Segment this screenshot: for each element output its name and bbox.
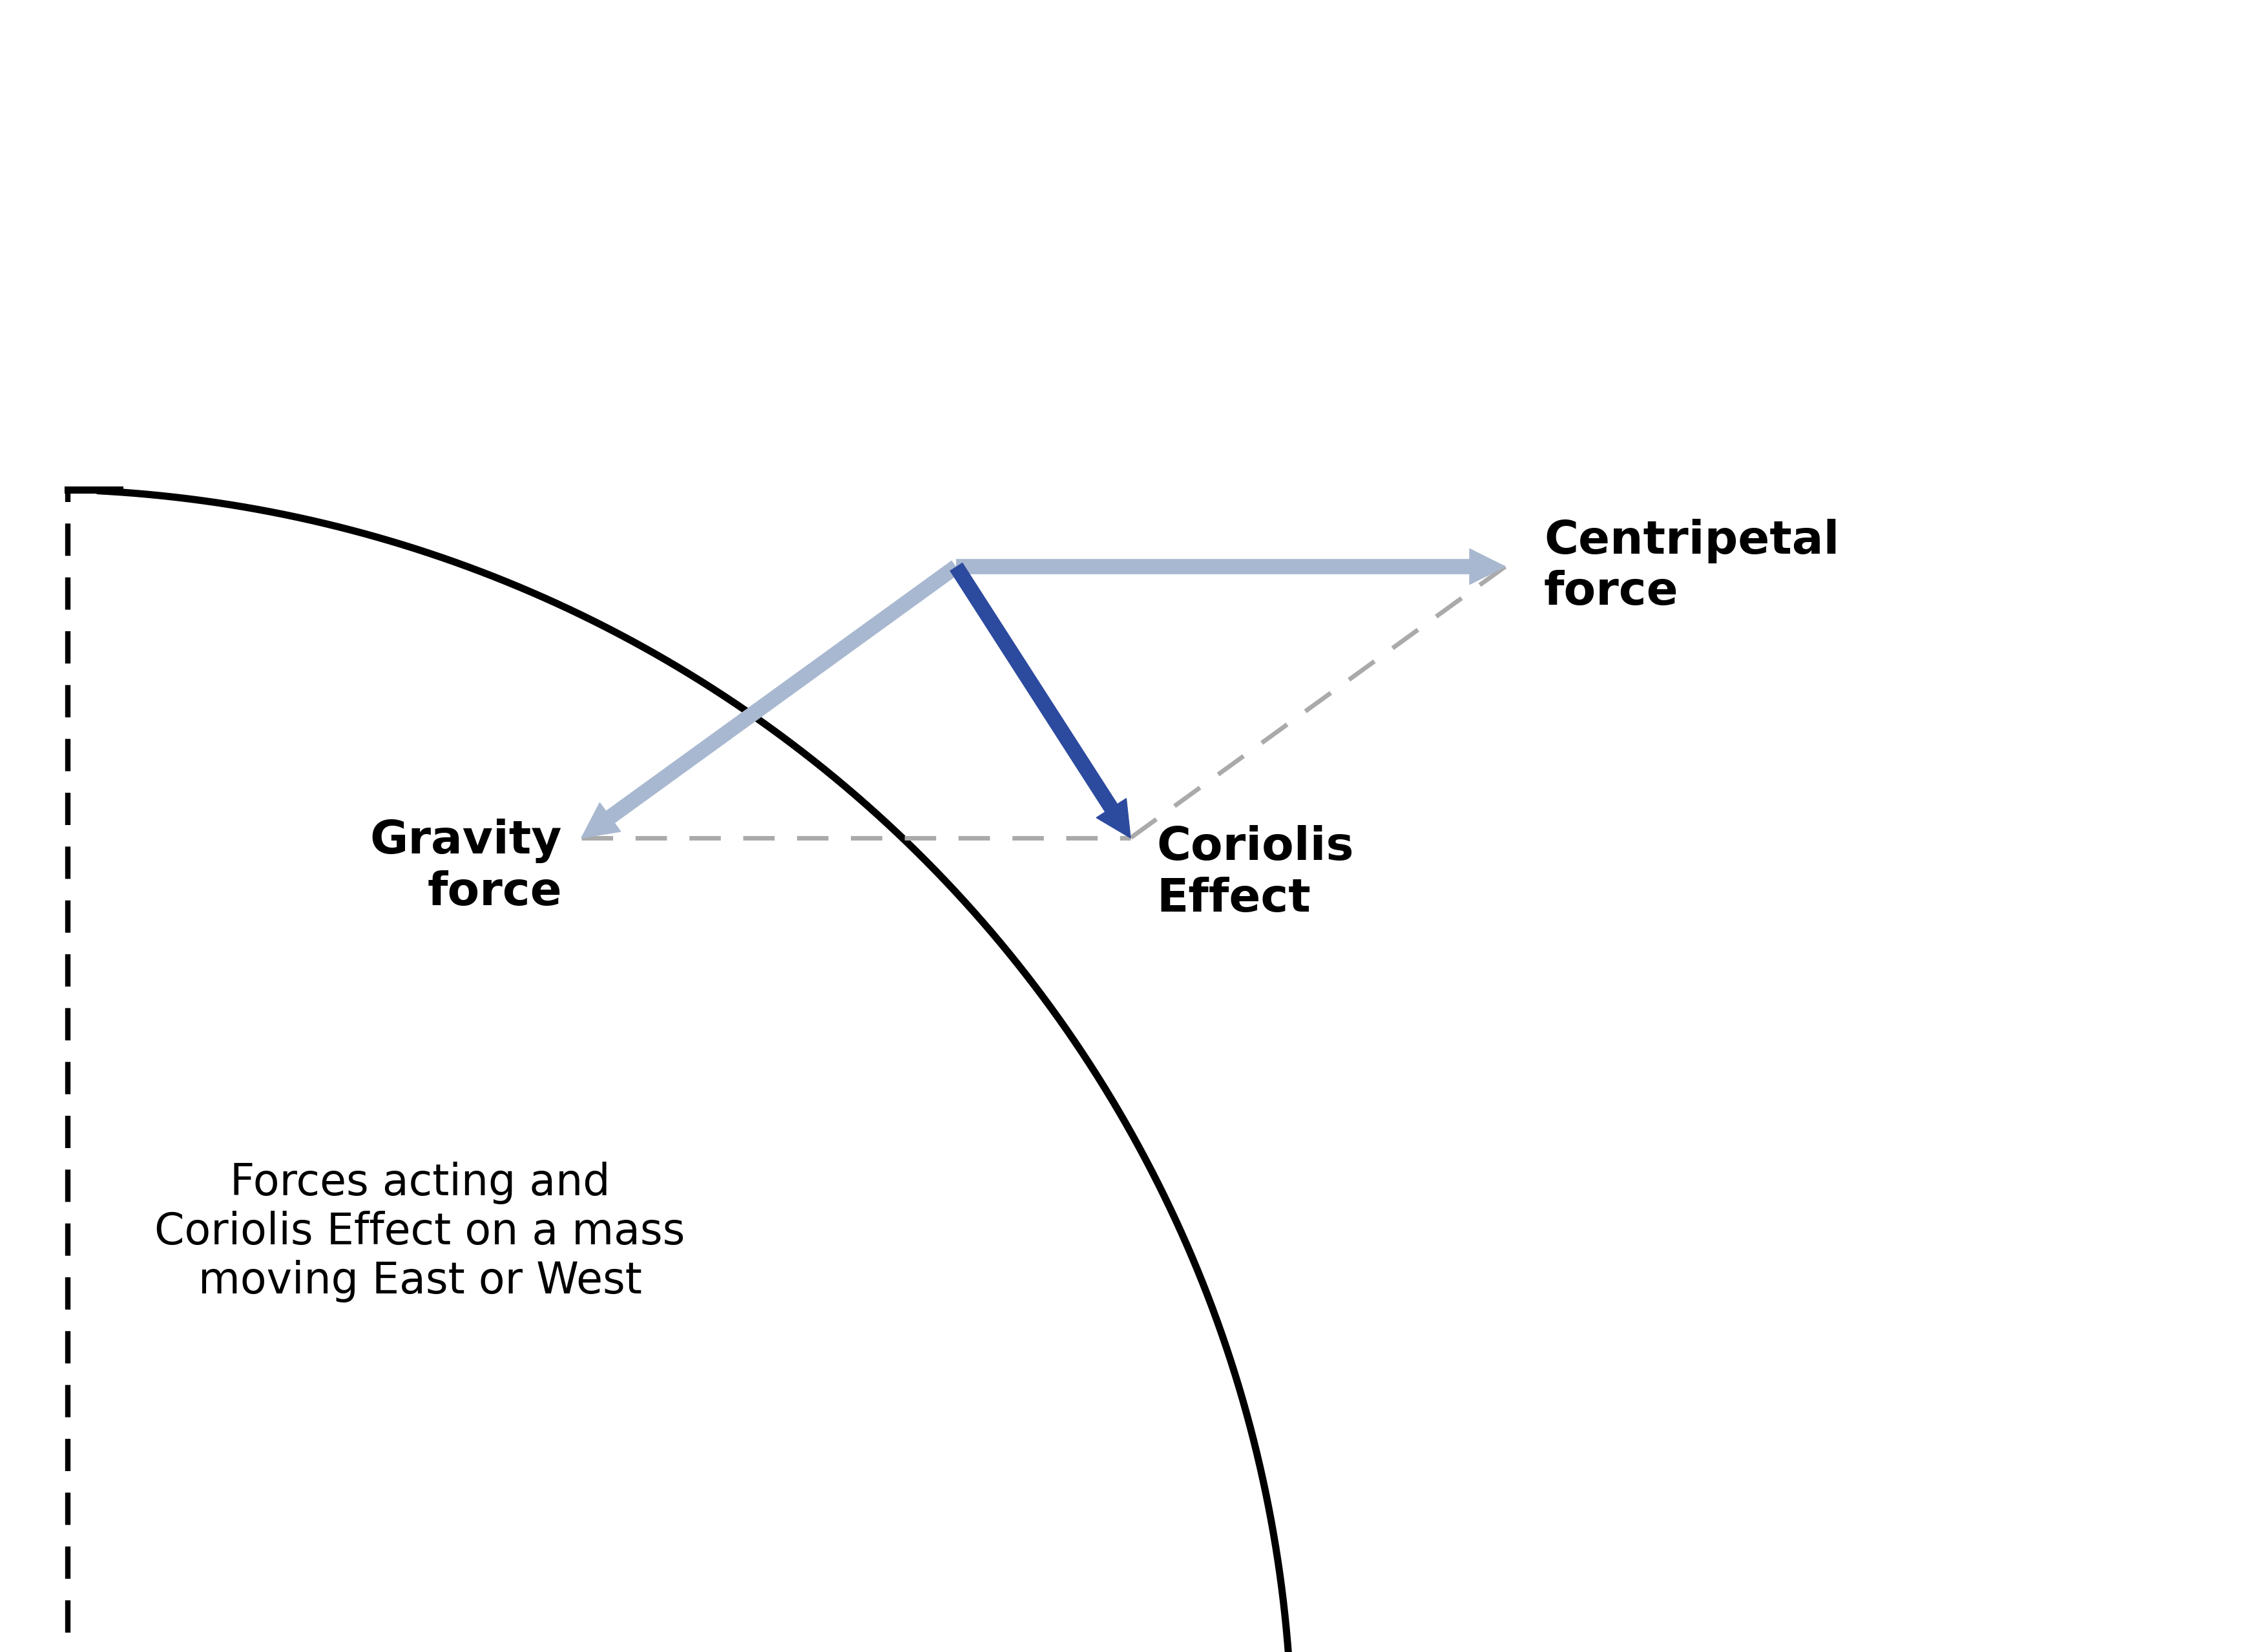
Text: Centripetal
force: Centripetal force — [1544, 519, 1840, 615]
Polygon shape — [1470, 548, 1506, 585]
Text: Gravity
force: Gravity force — [370, 819, 562, 915]
Text: Coriolis
Effect: Coriolis Effect — [1156, 824, 1354, 922]
Polygon shape — [1096, 798, 1129, 838]
Text: Forces acting and
Coriolis Effect on a mass
moving East or West: Forces acting and Coriolis Effect on a m… — [155, 1161, 686, 1303]
Polygon shape — [580, 803, 621, 838]
